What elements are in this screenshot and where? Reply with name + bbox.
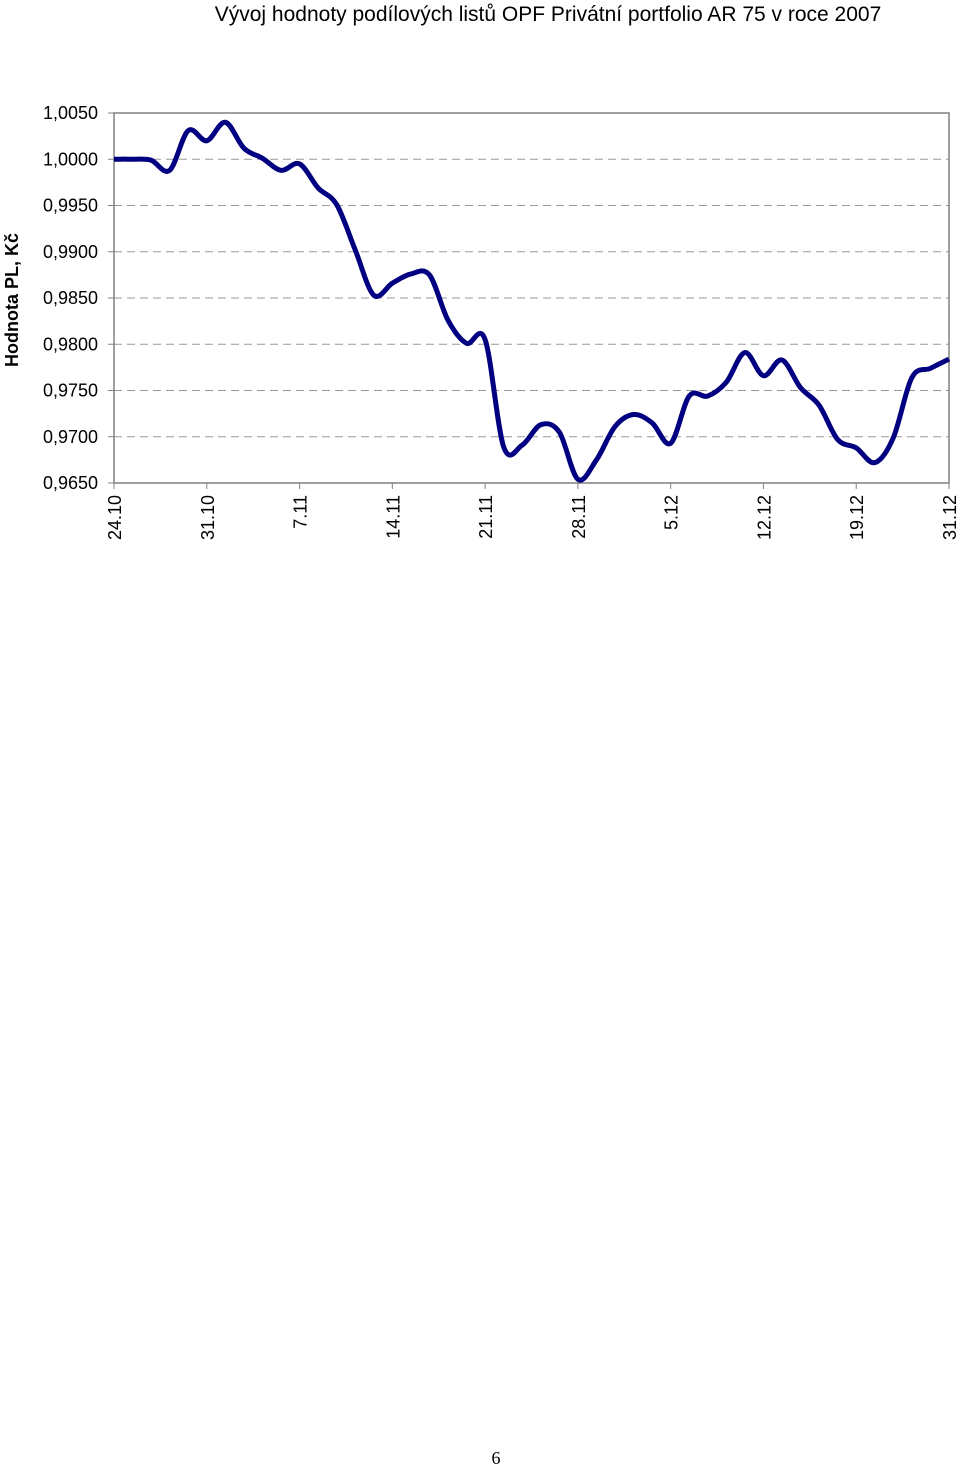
x-tick-label: 19.12 bbox=[847, 495, 867, 540]
plot-frame bbox=[113, 112, 950, 484]
y-axis-label: Hodnota PL, Kč bbox=[2, 233, 22, 367]
chart: Hodnota PL, Kč 0,9650 0,9700 0,9750 0,9800 0… bbox=[2, 103, 960, 540]
x-tick-label: 7.11 bbox=[291, 495, 311, 529]
y-tick-label: 0,9650 bbox=[43, 473, 98, 493]
x-tick-label: 31.12 bbox=[940, 495, 960, 540]
y-tick-label: 1,0000 bbox=[43, 149, 98, 169]
x-tick-label: 28.11 bbox=[569, 495, 589, 539]
x-tick-label: 31.10 bbox=[198, 495, 218, 540]
x-tick-label: 21.11 bbox=[476, 495, 496, 539]
y-tick-label: 0,9800 bbox=[43, 334, 98, 354]
line-series bbox=[113, 119, 951, 483]
y-tick-label: 0,9750 bbox=[43, 381, 98, 401]
y-tick-label: 0,9850 bbox=[43, 288, 98, 308]
y-tick-label: 1,0050 bbox=[43, 103, 98, 123]
y-tick-label: 0,9900 bbox=[43, 242, 98, 262]
x-tick-label: 12.12 bbox=[754, 495, 774, 540]
y-tick-label: 0,9950 bbox=[43, 196, 98, 216]
x-tick-label: 14.11 bbox=[383, 495, 403, 539]
page-number: 6 bbox=[491, 1448, 501, 1468]
x-tick-label: 5.12 bbox=[662, 495, 682, 530]
x-tick-label: 24.10 bbox=[105, 495, 125, 540]
y-tick-label: 0,9700 bbox=[43, 427, 98, 447]
chart-title: Vývoj hodnoty podílových listů OPF Privá… bbox=[214, 3, 882, 26]
